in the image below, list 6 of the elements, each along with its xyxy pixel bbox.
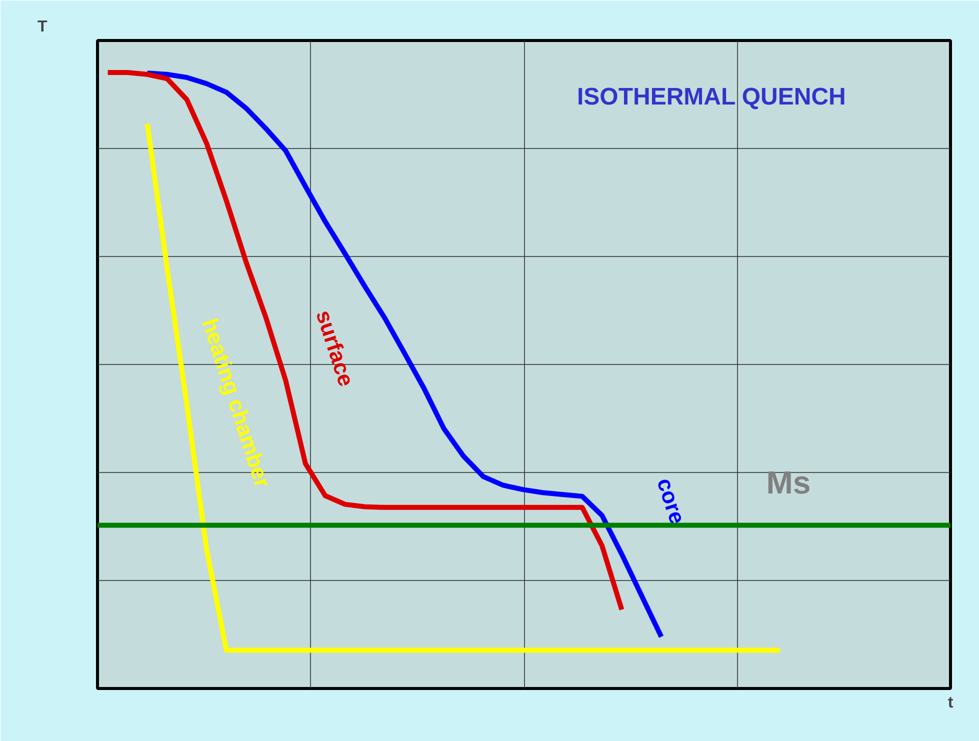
text: surface	[311, 307, 360, 390]
text: t	[948, 694, 954, 712]
ref-line-label: Ms	[766, 464, 811, 501]
y-axis-title: T	[38, 18, 48, 36]
text: ISOTHERMAL QUENCH	[576, 84, 846, 111]
text: core	[652, 474, 690, 527]
